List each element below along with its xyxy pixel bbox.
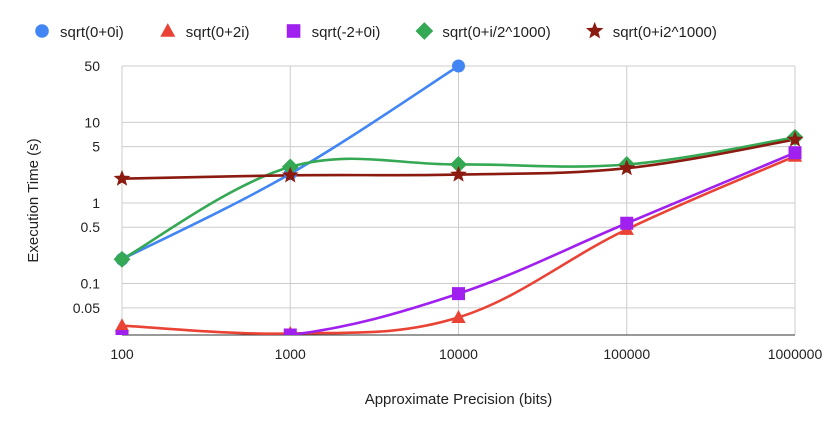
grid-lines bbox=[121, 65, 796, 336]
legend-marker bbox=[585, 21, 604, 39]
data-point bbox=[113, 169, 131, 186]
legend-marker bbox=[286, 24, 301, 38]
data-point bbox=[618, 159, 636, 176]
legend-marker bbox=[35, 24, 49, 38]
y-tick-label: 0.05 bbox=[73, 300, 100, 316]
y-tick-label: 1 bbox=[92, 195, 100, 211]
data-point bbox=[620, 216, 634, 230]
legend-item: sqrt(0+i/2^1000) bbox=[415, 22, 551, 41]
x-tick-label: 1000 bbox=[275, 346, 306, 362]
legend: sqrt(0+0i) sqrt(0+2i) sqrt(-2+0i) sqrt(0+i/… bbox=[35, 21, 717, 41]
y-axis-ticks: 50 10 5 1 0.5 0.1 0.05 bbox=[73, 58, 100, 316]
data-point bbox=[450, 156, 467, 173]
x-tick-label: 100 bbox=[110, 346, 134, 362]
legend-marker bbox=[415, 22, 434, 40]
legend-item: sqrt(-2+0i) bbox=[286, 24, 381, 41]
y-tick-label: 10 bbox=[84, 114, 100, 130]
data-point bbox=[786, 130, 804, 147]
data-point bbox=[452, 59, 465, 73]
data-point bbox=[450, 165, 467, 182]
data-point bbox=[283, 328, 297, 335]
data-point bbox=[788, 146, 802, 160]
data-point bbox=[114, 318, 130, 332]
legend-item: sqrt(0+i2^1000) bbox=[585, 21, 717, 41]
data-point bbox=[115, 330, 129, 335]
data-point bbox=[452, 287, 465, 301]
x-tick-label: 1000000 bbox=[768, 346, 823, 362]
x-axis-title: Approximate Precision (bits) bbox=[365, 391, 553, 408]
data-point bbox=[451, 309, 466, 323]
data-point bbox=[113, 250, 131, 268]
series-markers bbox=[113, 59, 804, 335]
y-tick-label: 50 bbox=[84, 58, 100, 74]
legend-item: sqrt(0+2i) bbox=[160, 23, 250, 41]
legend-label: sqrt(0+i2^1000) bbox=[613, 24, 717, 41]
legend-label: sqrt(-2+0i) bbox=[312, 24, 381, 41]
y-tick-label: 5 bbox=[92, 139, 100, 155]
legend-label: sqrt(0+i/2^1000) bbox=[442, 24, 550, 41]
x-tick-label: 10000 bbox=[439, 346, 478, 362]
y-tick-label: 0.5 bbox=[81, 219, 101, 235]
data-point bbox=[281, 166, 299, 183]
legend-label: sqrt(0+2i) bbox=[186, 24, 250, 41]
x-axis-ticks: 100 1000 10000 100000 1000000 bbox=[110, 346, 822, 362]
legend-item: sqrt(0+0i) bbox=[35, 24, 124, 41]
y-axis-title: Execution Time (s) bbox=[25, 138, 42, 262]
legend-label: sqrt(0+0i) bbox=[60, 24, 124, 41]
legend-marker bbox=[160, 23, 176, 37]
y-tick-label: 0.1 bbox=[81, 276, 101, 292]
x-tick-label: 100000 bbox=[603, 346, 650, 362]
